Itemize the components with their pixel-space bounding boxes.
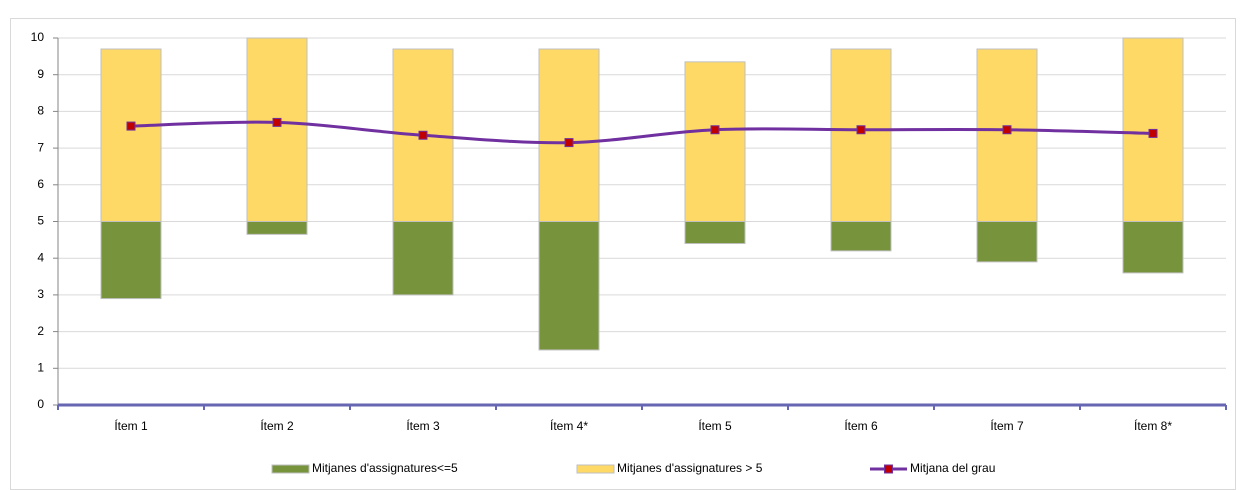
bar [976,221,1038,263]
bar [684,61,746,223]
y-tick-label: 3 [37,287,44,301]
bar [392,221,454,296]
y-tick-label: 7 [37,140,44,154]
x-tick-label: Ítem 3 [406,418,440,433]
bar [538,221,600,351]
marker [272,117,282,127]
marker [856,125,866,135]
y-tick-label: 5 [37,214,44,228]
marker [564,138,574,148]
x-tick-label: Ítem 1 [114,418,148,433]
y-tick-label: 2 [37,324,44,338]
bar [1122,221,1184,274]
legend-label: Mitjanes d'assignatures<=5 [312,461,458,475]
x-tick-label: Ítem 8* [1134,418,1172,433]
legend-label: Mitjanes d'assignatures > 5 [617,461,763,475]
bar [100,221,162,300]
marker [126,121,136,131]
marker [418,130,428,140]
y-tick-label: 8 [37,104,44,118]
legend-label: Mitjana del grau [910,461,995,475]
marker [710,125,720,135]
x-tick-label: Ítem 5 [698,418,732,433]
x-tick-label: Ítem 2 [260,418,294,433]
legend-marker [884,464,893,474]
bar [538,48,600,223]
bar [246,37,308,222]
bar [246,221,308,235]
y-tick-label: 1 [37,360,44,374]
marker [1148,128,1158,138]
y-tick-label: 6 [37,177,44,191]
y-tick-label: 9 [37,67,44,81]
y-tick-label: 10 [31,30,45,44]
marker [1002,125,1012,135]
bar [100,48,162,223]
legend-swatch [576,464,615,474]
x-tick-label: Ítem 4* [550,418,588,433]
x-tick-label: Ítem 6 [844,418,878,433]
legend-swatch [271,464,310,474]
x-tick-label: Ítem 7 [990,418,1024,433]
bar [684,221,746,245]
legend-item: Mitjana del grau [870,461,995,475]
legend-item: Mitjanes d'assignatures > 5 [576,461,763,475]
bar [830,221,892,252]
line [130,120,1154,145]
bar [830,48,892,223]
y-tick-label: 0 [37,397,44,411]
legend-item: Mitjanes d'assignatures<=5 [271,461,458,475]
y-tick-label: 4 [37,250,44,264]
bar [976,48,1038,223]
chart-frame [10,18,1236,490]
